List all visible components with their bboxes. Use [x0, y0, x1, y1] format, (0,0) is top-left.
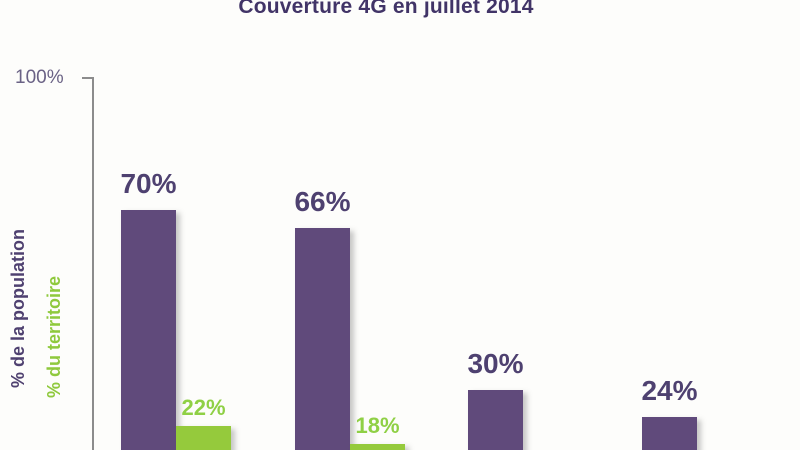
value-label-population-2: 66% [294, 186, 351, 217]
y-axis-line [92, 77, 94, 450]
y-axis-100-tick-label: 100% [15, 67, 64, 88]
y-axis-label-population: % de la population [8, 228, 28, 388]
value-label-population-3: 30% [467, 348, 524, 379]
value-label-population-1: 70% [120, 168, 177, 199]
value-label-territoire-1: 22% [181, 395, 226, 420]
bar-population-group-4 [642, 417, 697, 450]
chart-title: Couverture 4G en juillet 2014 [238, 0, 534, 18]
y-axis-top-tick-mark [82, 77, 94, 79]
bar-population-group-1 [121, 210, 176, 450]
value-label-population-4: 24% [641, 375, 698, 406]
bar-population-group-2 [295, 228, 350, 450]
y-axis-label-territoire: % du territoire [44, 275, 64, 398]
bar-population-group-3 [468, 390, 523, 450]
bar-territoire-group-2 [350, 444, 405, 450]
bar-territoire-group-1 [176, 426, 231, 450]
value-label-territoire-2: 18% [355, 413, 400, 438]
